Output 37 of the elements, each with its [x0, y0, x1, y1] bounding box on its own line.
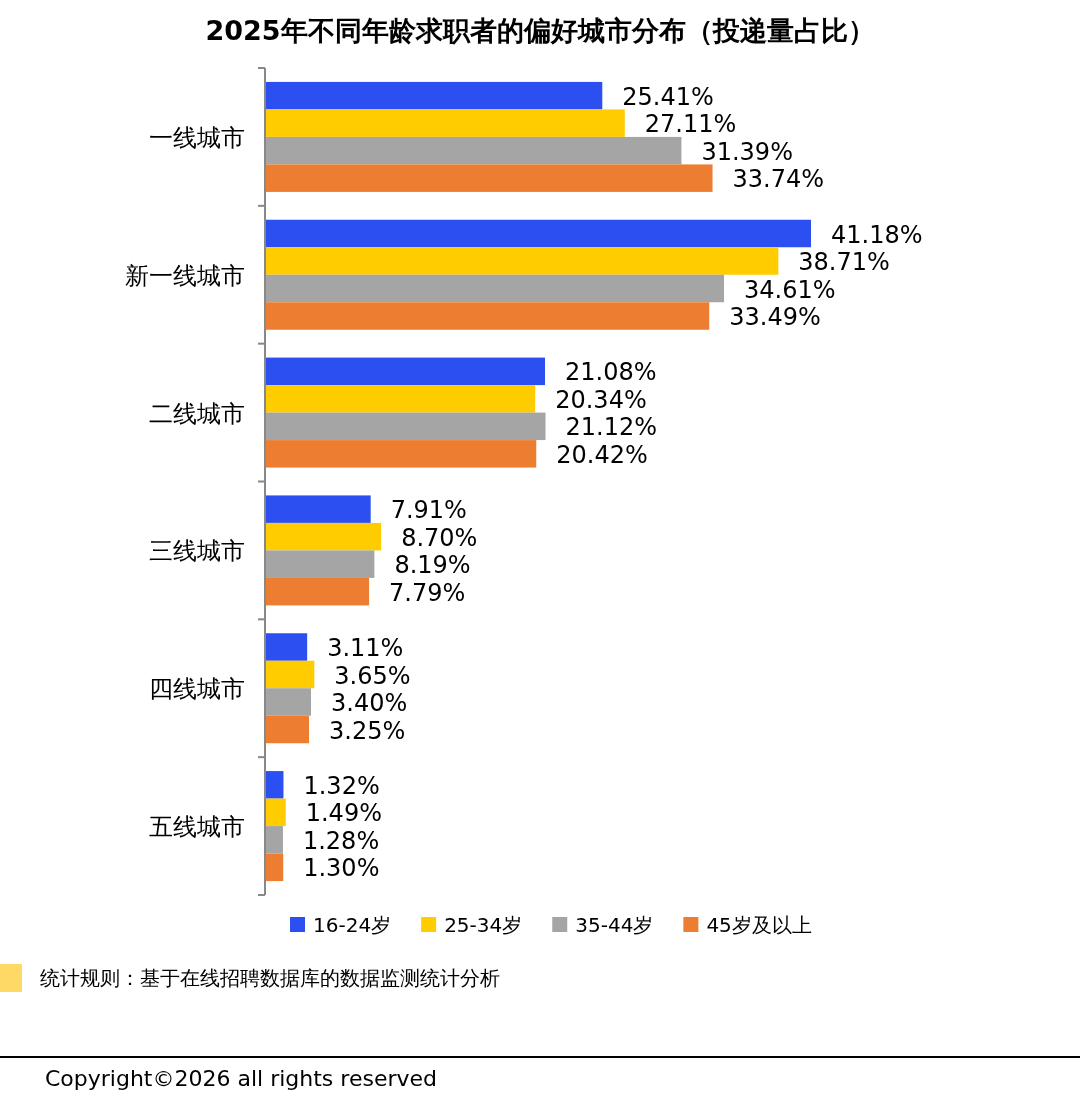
y-tick-label: 新一线城市: [125, 261, 245, 290]
data-label: 7.91%: [390, 496, 467, 525]
y-tick-label: 一线城市: [149, 123, 245, 152]
legend-label: 25-34岁: [444, 913, 523, 937]
data-label: 1.32%: [303, 771, 380, 800]
data-label: 1.30%: [303, 854, 380, 883]
chart-title: 2025年不同年龄求职者的偏好城市分布（投递量占比）: [205, 15, 875, 46]
data-label: 27.11%: [644, 110, 737, 139]
data-label: 34.61%: [744, 275, 836, 304]
data-label: 21.12%: [565, 413, 658, 442]
legend-label: 45岁及以上: [706, 913, 812, 937]
data-label: 1.49%: [305, 799, 382, 828]
y-tick-label: 四线城市: [149, 675, 245, 704]
data-label: 1.28%: [302, 826, 380, 855]
legend-label: 35-44岁: [575, 913, 654, 937]
y-tick-label: 二线城市: [149, 399, 245, 428]
data-label: 7.79%: [389, 578, 466, 607]
data-label: 25.41%: [622, 82, 714, 111]
data-label: 20.34%: [555, 385, 647, 414]
data-label: 3.11%: [327, 634, 404, 662]
data-label: 38.71%: [798, 248, 890, 276]
data-label: 3.25%: [329, 716, 406, 745]
data-label: 8.19%: [394, 551, 471, 580]
data-label: 8.70%: [401, 523, 478, 552]
y-tick-label: 三线城市: [149, 537, 245, 566]
data-label: 20.42%: [556, 440, 648, 469]
data-label: 41.18%: [831, 220, 923, 249]
data-label: 3.65%: [334, 661, 411, 690]
legend-label: 16-24岁: [313, 913, 392, 937]
data-label: 21.08%: [564, 358, 657, 387]
data-label: 31.39%: [701, 137, 793, 166]
data-label: 3.40%: [331, 689, 408, 717]
data-label: 33.74%: [732, 165, 825, 194]
data-label: 33.49%: [729, 303, 821, 331]
text: Copyright©2026 all rights reserved: [45, 1066, 437, 1091]
y-tick-label: 五线城市: [149, 813, 245, 842]
text: 统计规则：基于在线招聘数据库的数据监测统计分析: [40, 966, 500, 990]
